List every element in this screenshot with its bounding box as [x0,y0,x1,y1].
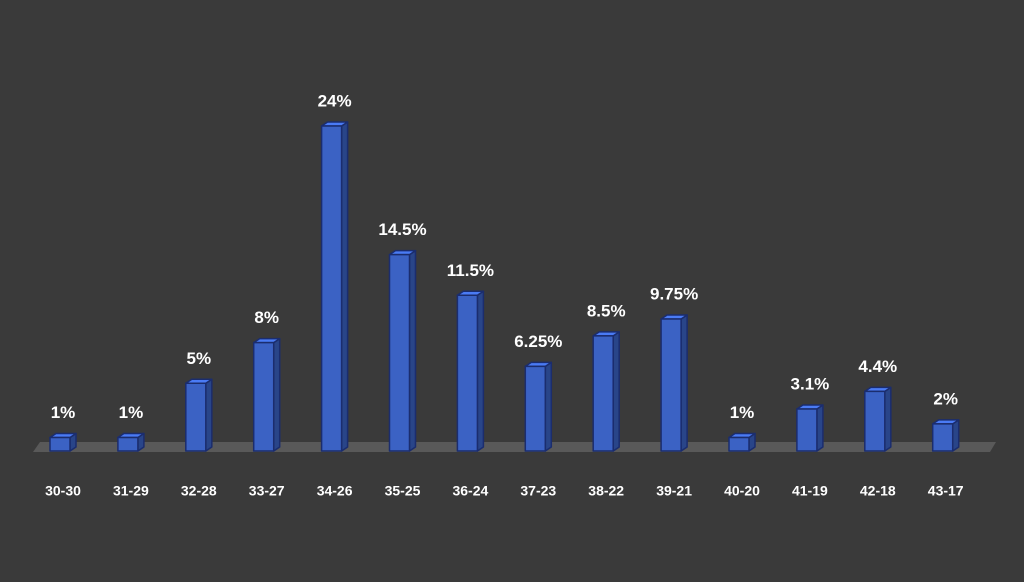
x-tick-label: 32-28 [181,483,217,499]
bar-front [117,436,139,452]
bar [320,121,349,452]
value-label: 6.25% [514,332,562,351]
x-tick-label: 41-19 [792,483,828,499]
bar [592,331,620,452]
bar-side [612,331,620,452]
bar [660,314,688,452]
value-label: 14.5% [378,220,426,239]
x-tick-label: 30-30 [45,483,81,499]
x-tick-label: 34-26 [317,483,353,499]
value-label: 11.5% [447,261,494,280]
value-label: 3.1% [791,375,830,394]
bar-side [816,404,824,452]
bar-front [388,253,411,452]
bar-side [544,361,553,452]
bar [524,361,553,452]
bar-side [476,290,485,452]
bar-side [680,314,688,452]
value-label: 8.5% [587,301,626,320]
bar-front [728,436,750,452]
bar-front [49,436,71,452]
bar [49,432,77,452]
floor [33,442,996,452]
bar-front [524,365,547,452]
bar-front [931,423,954,452]
bar-front [864,390,886,452]
bar [931,419,960,452]
bar [456,290,485,452]
x-tick-label: 37-23 [520,483,556,499]
bar-side [205,378,213,452]
bar [388,249,417,452]
bar [796,404,824,452]
bar-side [340,121,349,452]
x-tick-label: 33-27 [249,483,285,499]
x-tick-label: 38-22 [588,483,624,499]
x-tick-label: 42-18 [860,483,896,499]
bar-side [408,249,417,452]
bar-side [951,419,960,452]
bar-front [456,294,479,452]
bar [728,432,756,452]
bar [117,432,145,452]
x-tick-label: 31-29 [113,483,149,499]
bar-front [252,341,275,452]
value-label: 9.75% [650,284,698,303]
x-tick-label: 36-24 [452,483,488,499]
x-tick-label: 35-25 [385,483,421,499]
value-label: 4.4% [858,357,897,376]
bar-side [272,337,281,452]
bar-front [796,408,818,452]
bar-side [884,386,892,452]
bar-front [660,318,682,452]
bar-front [592,335,614,452]
bar-front [185,382,207,452]
x-tick-label: 43-17 [928,483,964,499]
bar [252,337,281,452]
value-label: 24% [318,91,352,110]
bar [864,386,892,452]
value-label: 5% [187,349,212,368]
bar [185,378,213,452]
x-tick-label: 39-21 [656,483,692,499]
value-label: 8% [254,308,279,327]
value-label: 1% [51,403,76,422]
value-label: 1% [119,403,144,422]
value-label: 1% [730,403,755,422]
value-label: 2% [933,389,958,408]
bar-front [320,125,343,452]
x-tick-label: 40-20 [724,483,760,499]
